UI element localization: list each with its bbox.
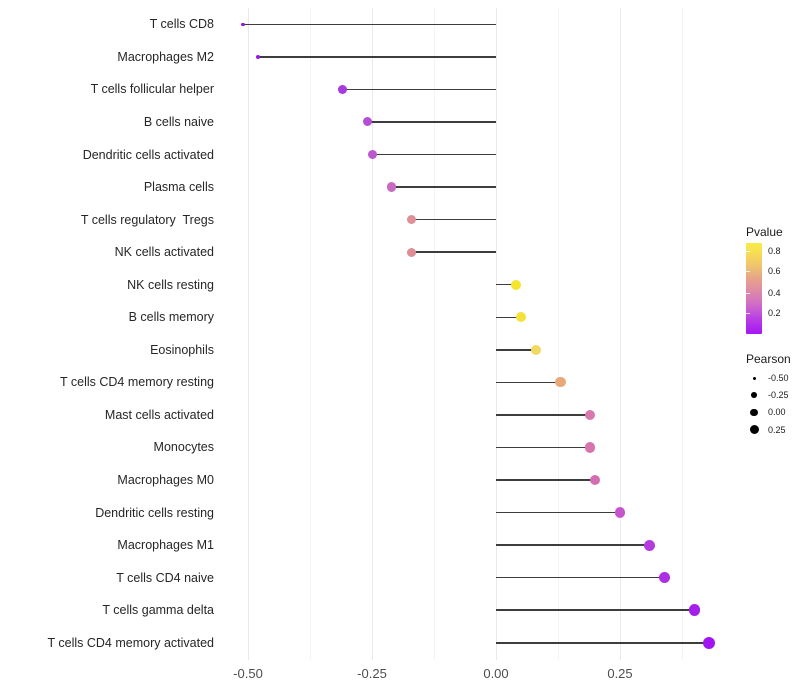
lollipop-dot — [530, 344, 541, 355]
x-tick-label: -0.50 — [233, 666, 263, 681]
row-label: T cells gamma delta — [102, 603, 214, 618]
pearson-size-dot — [751, 392, 757, 399]
colorbar-tick-label: 0.8 — [768, 245, 781, 256]
major-gridline — [619, 8, 621, 660]
lollipop-stem — [411, 218, 496, 221]
lollipop-dot — [510, 279, 521, 290]
lollipop-stem — [496, 414, 591, 416]
lollipop-stem — [257, 56, 496, 58]
row-label: Macrophages M2 — [117, 49, 214, 64]
colorbar-tick-mark — [746, 250, 750, 252]
colorbar-tick-mark — [746, 292, 750, 294]
row-label: Eosinophils — [150, 342, 214, 357]
lollipop-dot — [585, 442, 596, 453]
minor-gridline — [557, 8, 559, 660]
lollipop-stem — [496, 511, 620, 514]
lollipop-stem — [367, 121, 496, 123]
lollipop-dot — [407, 215, 417, 225]
pvalue-legend-title: Pvalue — [746, 225, 783, 239]
lollipop-stem — [496, 349, 536, 351]
lollipop-dot — [644, 539, 656, 551]
row-label: T cells CD4 memory activated — [47, 635, 215, 650]
lollipop-dot — [337, 84, 347, 94]
colorbar-tick-mark — [746, 312, 750, 314]
colorbar-tick-label: 0.2 — [768, 307, 781, 318]
lollipop-stem — [496, 316, 521, 318]
row-label: Macrophages M0 — [117, 473, 214, 487]
pearson-legend-title: Pearson — [746, 352, 791, 366]
lollipop-stem — [496, 609, 695, 611]
major-gridline — [247, 8, 249, 660]
row-label: NK cells activated — [114, 245, 214, 260]
x-tick-label: -0.25 — [357, 666, 387, 681]
pearson-size-dot — [749, 425, 759, 435]
pearson-size-dot — [750, 408, 758, 417]
row-label: T cells CD8 — [149, 17, 214, 32]
row-label: T cells CD4 naive — [116, 570, 214, 585]
lollipop-dot — [614, 507, 626, 518]
lollipop-dot — [585, 409, 596, 421]
lollipop-stem — [411, 251, 496, 253]
row-label: B cells memory — [128, 310, 214, 325]
pearson-size-label: -0.50 — [768, 373, 789, 383]
lollipop-dot — [367, 150, 377, 159]
row-label: Macrophages M1 — [117, 538, 214, 553]
lollipop-dot — [362, 117, 372, 127]
lollipop-stem — [243, 23, 496, 26]
row-label: Monocytes — [153, 440, 214, 455]
pearson-size-label: -0.25 — [768, 390, 789, 401]
colorbar-tick-label: 0.4 — [768, 287, 781, 298]
row-label: T cells CD4 memory resting — [60, 375, 214, 390]
pearson-size-label: 0.00 — [768, 407, 786, 418]
lollipop-dot — [555, 377, 566, 388]
pvalue-colorbar — [746, 243, 762, 334]
lollipop-stem — [391, 186, 496, 188]
major-gridline — [495, 8, 497, 660]
major-gridline — [371, 8, 373, 660]
row-label: Mast cells activated — [104, 407, 214, 422]
lollipop-dot — [241, 22, 245, 27]
minor-gridline — [681, 8, 683, 660]
lollipop-stem — [496, 642, 710, 644]
lollipop-stem — [372, 153, 496, 156]
lollipop-stem — [496, 544, 650, 546]
lollipop-dot — [703, 636, 716, 649]
row-label: T cells regulatory Tregs — [80, 212, 214, 227]
pearson-size-dot — [752, 376, 756, 380]
lollipop-stem — [496, 576, 665, 579]
row-label: Plasma cells — [143, 180, 214, 195]
row-label: B cells naive — [143, 114, 214, 129]
lollipop-dot — [407, 247, 417, 257]
row-label: T cells follicular helper — [90, 82, 214, 97]
minor-gridline — [433, 8, 435, 660]
lollipop-stem — [496, 283, 516, 286]
lollipop-dot — [387, 182, 397, 192]
lollipop-dot — [515, 312, 526, 323]
lollipop-dot — [255, 54, 261, 60]
lollipop-stem — [342, 88, 496, 91]
lollipop-dot — [688, 604, 701, 617]
row-label: NK cells resting — [127, 277, 214, 292]
lollipop-stem — [496, 479, 596, 481]
lollipop-stem — [496, 381, 561, 384]
minor-gridline — [309, 8, 311, 660]
pearson-size-label: 0.25 — [768, 424, 786, 435]
x-tick-label: 0.25 — [607, 666, 633, 681]
lollipop-stem — [496, 446, 591, 449]
colorbar-tick-mark — [746, 270, 750, 272]
row-label: Dendritic cells activated — [82, 147, 214, 162]
row-label: Dendritic cells resting — [95, 505, 214, 520]
lollipop-dot — [590, 474, 601, 486]
lollipop-dot — [659, 572, 671, 584]
colorbar-tick-label: 0.6 — [768, 265, 781, 276]
x-tick-label: 0.00 — [483, 666, 509, 681]
